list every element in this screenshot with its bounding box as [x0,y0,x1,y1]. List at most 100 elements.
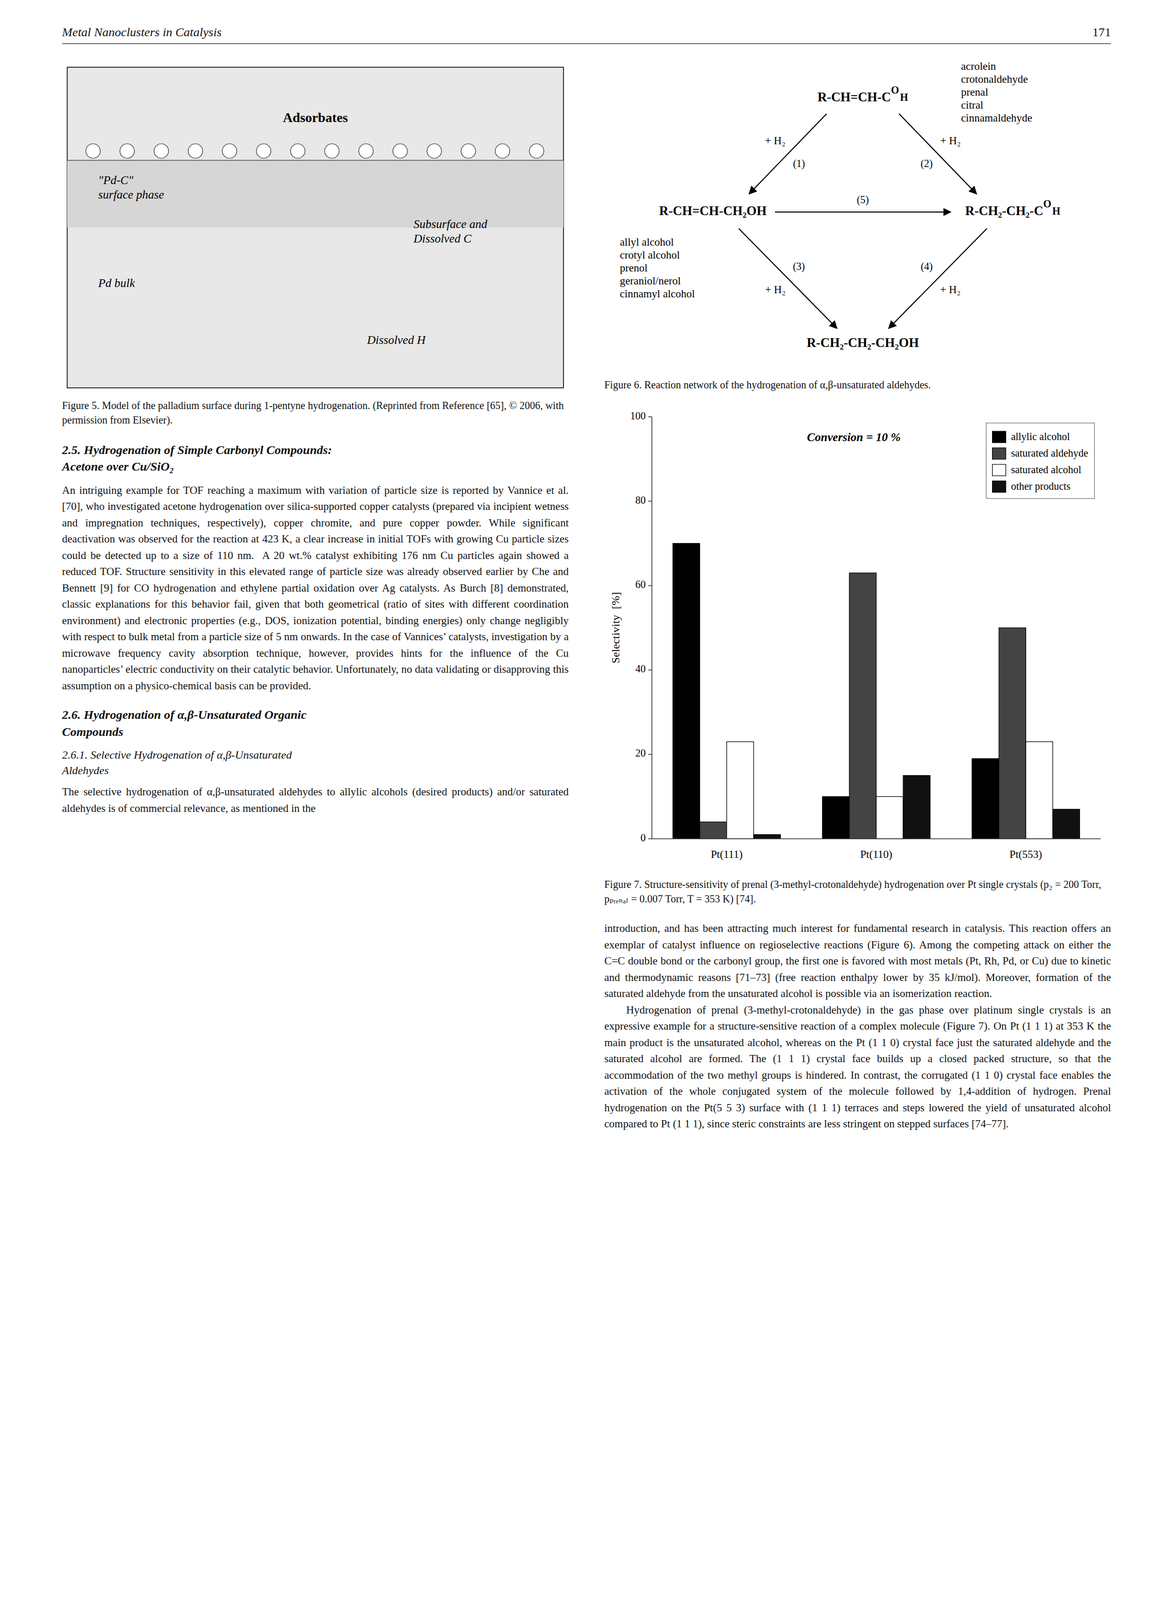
formula-part: H [900,91,909,103]
bar [726,741,754,839]
bar-chart: 0 20 40 60 80 100 Pt(111) Pt(110) Pt(553) Selecti… [604,406,1111,872]
x-tick-label: Pt(111) [710,847,743,861]
legend-entry: allylic alcohol [1011,430,1071,443]
formula: R-CH=CH-COH [817,84,909,104]
bar [1025,741,1053,839]
section-body: The selective hydrogenation of α,β-unsat… [62,783,569,817]
reaction-arrow [774,211,951,213]
figure-6-caption: Figure 6. Reaction network of the hydrog… [604,377,1111,392]
formula-part: R-CH₂-CH₂-C [965,203,1044,218]
step-label: (4) [920,260,933,273]
bar [998,627,1026,839]
figure-5-label: "Pd-C"surface phase [98,173,164,202]
y-tick [648,585,652,587]
section-title-line: 2.6. Hydrogenation of α,β-Unsaturated Or… [62,706,569,723]
reaction-arrow [888,228,987,329]
adsorbate [392,143,408,159]
formula-part: O [1043,197,1052,210]
formula-part: R-CH=CH-CH₂OH [659,203,767,218]
bar [699,821,727,839]
step-label: (1) [793,157,805,170]
y-tick-label: 60 [635,578,646,590]
section-body: An intriguing example for TOF reaching a… [62,482,569,695]
legend-swatch [992,480,1007,493]
legend-entry: other products [1011,480,1071,493]
section-title-line: Compounds [62,723,569,740]
reaction-arrow [749,113,827,194]
adsorbate [461,143,476,159]
bars [673,543,1080,839]
y-tick-label: 100 [630,409,646,422]
section-title-line: 2.6.1. Selective Hydrogenation of α,β-Un… [62,747,569,763]
adsorbate [85,143,101,159]
section-title-line: Aldehydes [62,762,569,779]
legend-swatch [992,431,1007,443]
body-text: introduction, and has been attracting mu… [604,920,1111,1133]
reaction-arrow [738,228,837,329]
y-tick-label: 40 [635,662,646,675]
step-label: (5) [856,193,869,206]
reagent: + H₂ [765,134,786,147]
figure-5-caption: Figure 5. Model of the palladium surface… [62,398,569,428]
reaction-arrow [899,113,977,194]
figure-5-label: Adsorbates [282,110,348,126]
bar [1052,809,1080,839]
page-number: 171 [1092,25,1111,40]
section-title: 2.6.1. Selective Hydrogenation of α,β-Un… [62,747,569,778]
adsorbate [427,143,442,159]
reagent: + H₂ [940,134,962,147]
left-column: Adsorbates"Pd-C"surface phasePd bulkSubs… [62,62,569,829]
bar [876,796,904,839]
adsorbate [529,143,544,159]
compound-names: allyl alcoholcrotyl alcoholprenolgeranio… [619,235,695,300]
bar [849,572,877,839]
y-axis-line [651,416,653,839]
y-tick-label: 0 [640,831,646,844]
adsorbate [154,143,169,159]
formula-part: H [1052,205,1061,217]
formula-part: O [890,84,900,96]
bar [971,758,999,839]
figure-5-label: Pd bulk [97,276,136,290]
formula: R-CH₂-CH₂-COH [965,197,1061,218]
adsorbate [290,143,306,159]
section-title-line: Acetone over Cu/SiO₂ [62,458,569,475]
bar [903,775,931,839]
x-tick-label: Pt(110) [860,847,893,861]
adsorbate [222,143,237,159]
figure-7-caption: Figure 7. Structure-sensitivity of prena… [604,876,1111,906]
adsorbate [119,143,135,159]
formula-part: R-CH₂-CH₂-CH₂OH [806,335,920,350]
adsorbate [188,143,203,159]
y-tick [648,838,652,840]
y-axis-label: Selectivity [%] [608,591,622,664]
section-title-line: 2.5. Hydrogenation of Simple Carbonyl Co… [62,441,569,459]
formula-part: R-CH=CH-C [817,89,891,104]
adsorbate [256,143,271,159]
reagent: + H₂ [765,283,786,296]
legend-entry: saturated aldehyde [1011,447,1089,460]
formula: R-CH₂-CH₂-CH₂OH [806,335,920,350]
adsorbate [495,143,510,159]
section-title: 2.5. Hydrogenation of Simple Carbonyl Co… [62,441,569,476]
surface-phase-band [67,160,564,228]
step-label: (3) [793,260,805,273]
y-tick-label: 20 [635,747,646,759]
y-tick [648,753,652,755]
formula: R-CH=CH-CH₂OH [659,203,767,218]
adsorbate [324,143,340,159]
annotation: Conversion = 10 % [806,430,901,444]
figure-5: Adsorbates"Pd-C"surface phasePd bulkSubs… [62,62,569,393]
y-tick-label: 80 [635,494,646,506]
x-tick-label: Pt(553) [1009,847,1043,861]
y-tick [648,669,652,671]
figure-5-label: Dissolved H [366,333,426,347]
bar [822,796,850,839]
compound-names: acroleincrotonaldehydeprenalcitralcinnam… [961,62,1033,125]
section-title: 2.6. Hydrogenation of α,β-Unsaturated Or… [62,706,569,740]
bar [673,543,700,839]
x-axis-line [651,838,1101,840]
header-title: Metal Nanoclusters in Catalysis [62,25,222,40]
legend-swatch [992,447,1007,460]
y-tick [648,500,652,502]
